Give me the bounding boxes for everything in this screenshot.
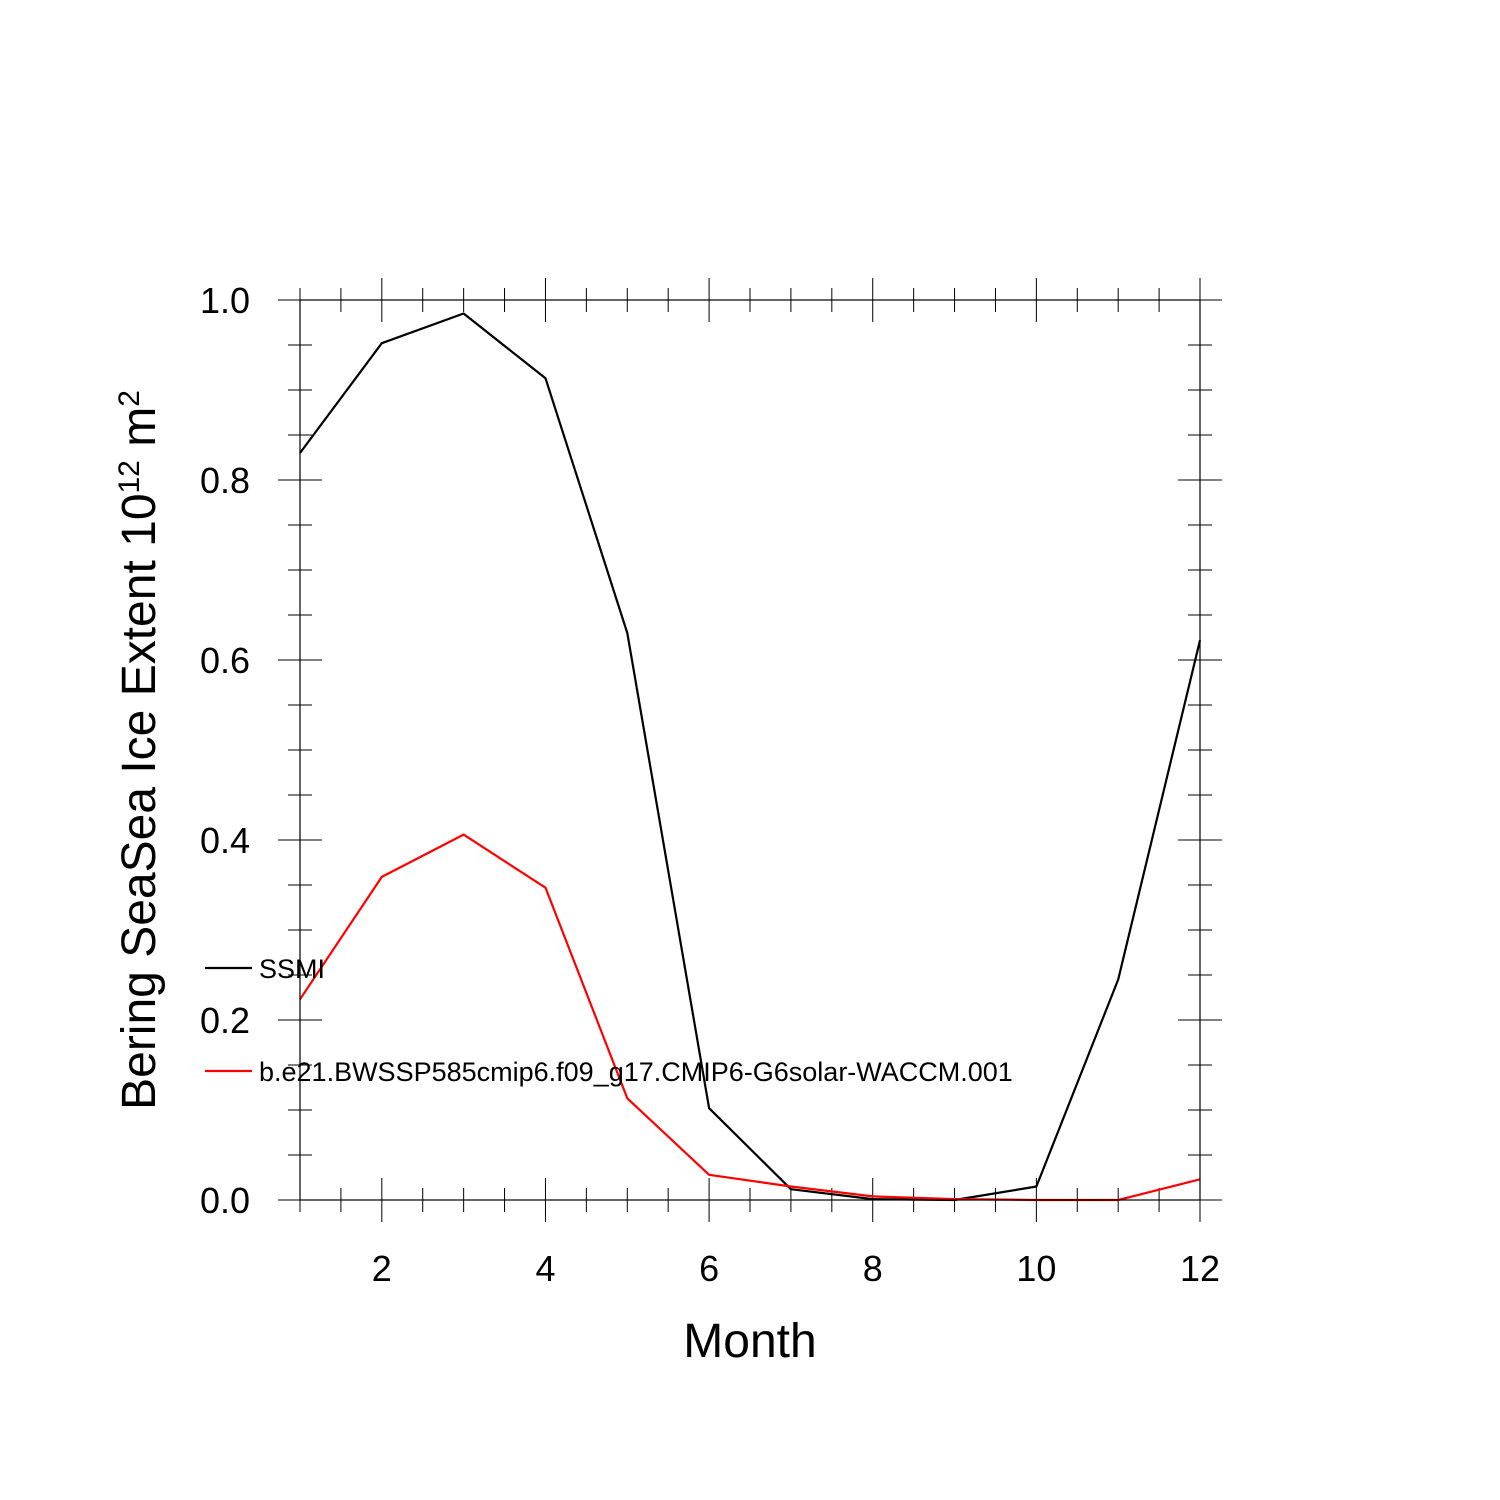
y-tick-label: 0.4 <box>200 820 250 861</box>
legend-label: b.e21.BWSSP585cmip6.f09_g17.CMIP6-G6sola… <box>259 1057 1013 1087</box>
x-tick-label: 6 <box>699 1248 719 1289</box>
x-tick-label: 2 <box>372 1248 392 1289</box>
plot-frame <box>299 299 1201 1201</box>
y-tick-label: 0.6 <box>200 640 250 681</box>
x-tick-label: 4 <box>535 1248 555 1289</box>
x-tick-label: 8 <box>863 1248 883 1289</box>
y-axis-title-exponent: 12 <box>113 460 146 493</box>
y-tick-label: 0.2 <box>200 1000 250 1041</box>
tick-labels: 2 4 6 8 10 12 0.0 0.2 0.4 0.6 0.8 1.0 <box>200 280 1220 1289</box>
x-tick-label: 10 <box>1016 1248 1056 1289</box>
series-line-ssmi <box>299 312 1202 1202</box>
x-axis-title: Month <box>683 1315 816 1368</box>
y-axis-title-main: Bering SeaSea Ice Extent 10 <box>113 493 166 1109</box>
legend-label: SSMI <box>259 954 325 984</box>
y-tick-label: 0.0 <box>200 1180 250 1221</box>
y-axis-title-unit: m <box>113 407 166 460</box>
x-tick-label: 12 <box>1180 1248 1220 1289</box>
y-axis-title-unit-exponent: 2 <box>113 390 146 407</box>
y-tick-label: 0.8 <box>200 460 250 501</box>
y-axis-title: Bering SeaSea Ice Extent 1012 m2 <box>113 390 167 1110</box>
legend: SSMI b.e21.BWSSP585cmip6.f09_g17.CMIP6-G6… <box>205 954 1013 1087</box>
y-tick-label: 1.0 <box>200 280 250 321</box>
